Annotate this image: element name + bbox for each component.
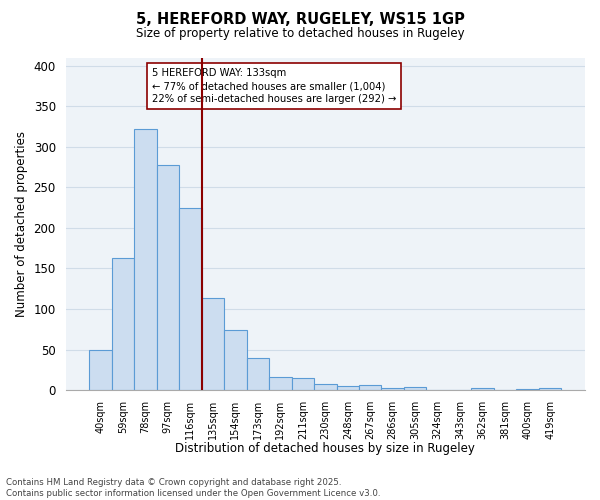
Text: Contains HM Land Registry data © Crown copyright and database right 2025.
Contai: Contains HM Land Registry data © Crown c… bbox=[6, 478, 380, 498]
Bar bbox=[224, 330, 247, 390]
X-axis label: Distribution of detached houses by size in Rugeley: Distribution of detached houses by size … bbox=[175, 442, 475, 455]
Bar bbox=[314, 384, 337, 390]
Bar bbox=[179, 208, 202, 390]
Bar bbox=[134, 129, 157, 390]
Bar bbox=[247, 358, 269, 390]
Bar bbox=[202, 298, 224, 390]
Bar bbox=[292, 378, 314, 390]
Bar bbox=[382, 388, 404, 390]
Y-axis label: Number of detached properties: Number of detached properties bbox=[15, 131, 28, 317]
Bar bbox=[337, 386, 359, 390]
Bar bbox=[472, 388, 494, 390]
Text: 5, HEREFORD WAY, RUGELEY, WS15 1GP: 5, HEREFORD WAY, RUGELEY, WS15 1GP bbox=[136, 12, 464, 28]
Bar bbox=[89, 350, 112, 390]
Bar bbox=[157, 164, 179, 390]
Bar bbox=[112, 258, 134, 390]
Text: 5 HEREFORD WAY: 133sqm
← 77% of detached houses are smaller (1,004)
22% of semi-: 5 HEREFORD WAY: 133sqm ← 77% of detached… bbox=[152, 68, 397, 104]
Text: Size of property relative to detached houses in Rugeley: Size of property relative to detached ho… bbox=[136, 28, 464, 40]
Bar bbox=[539, 388, 562, 390]
Bar bbox=[269, 377, 292, 390]
Bar bbox=[517, 388, 539, 390]
Bar bbox=[404, 387, 427, 390]
Bar bbox=[359, 386, 382, 390]
